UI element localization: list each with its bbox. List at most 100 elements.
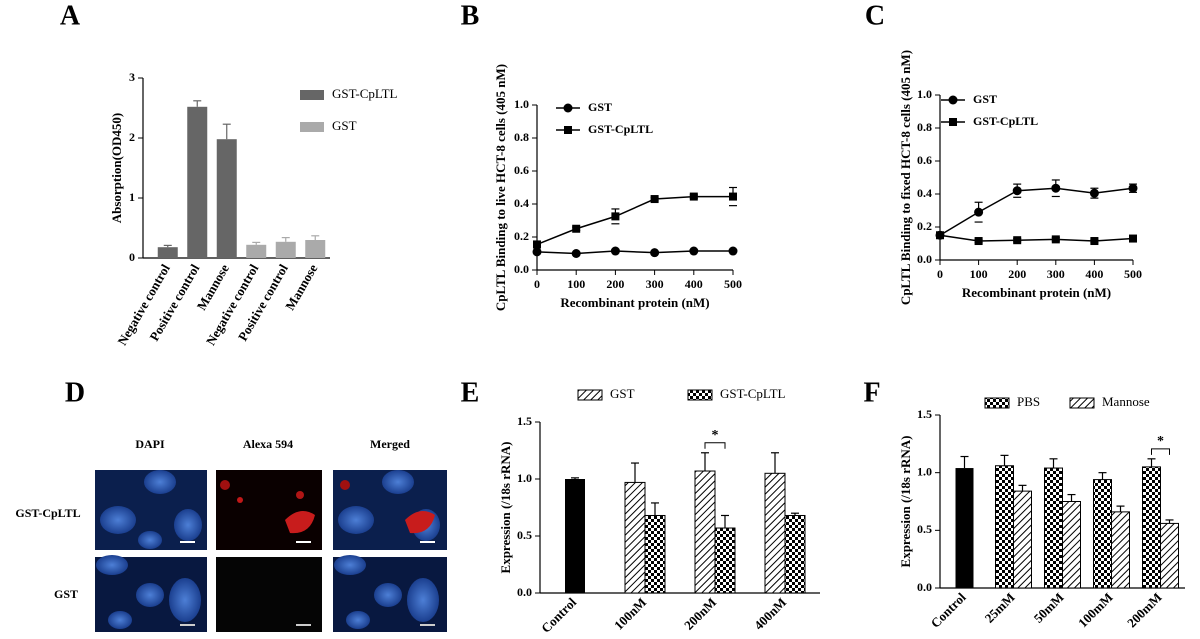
point — [689, 192, 698, 201]
legend-marker — [949, 118, 957, 126]
y-tick-label: 0.0 — [917, 580, 932, 594]
legend-label: PBS — [1017, 394, 1040, 409]
series-line — [939, 234, 1134, 242]
bar — [955, 468, 974, 588]
panel-d: D DAPI Alexa 594 Merged GST-CpLTL GST — [15, 377, 447, 632]
x-tick-label: 200 — [1008, 267, 1026, 281]
legend-label: GST-CpLTL — [973, 114, 1038, 128]
legend-swatch — [300, 90, 324, 100]
legend-label: GST-CpLTL — [332, 86, 398, 101]
y-tick-label: 1.5 — [517, 414, 532, 428]
bar — [1142, 466, 1161, 589]
point — [974, 207, 984, 217]
bar — [157, 247, 178, 258]
y-tick-label: 0.0 — [514, 262, 529, 276]
point — [1128, 183, 1138, 193]
y-tick-label: 0.8 — [917, 120, 932, 134]
bar — [784, 514, 806, 594]
point — [1051, 235, 1060, 244]
bar — [714, 527, 736, 594]
x-tick-label: 100 — [970, 267, 988, 281]
x-tick-label: 200mM — [1124, 590, 1165, 631]
x-tick-label: 400 — [1085, 267, 1103, 281]
bar — [246, 244, 267, 258]
bar — [764, 472, 786, 594]
significance-label: * — [1157, 434, 1164, 449]
bar — [275, 241, 296, 258]
column-header: Alexa 594 — [243, 437, 293, 451]
legend-label: GST — [588, 100, 612, 114]
y-tick-label: 0.6 — [514, 163, 529, 177]
point — [974, 237, 983, 246]
series-line — [536, 250, 733, 255]
point — [611, 212, 620, 221]
series-line — [536, 195, 733, 246]
point — [1012, 186, 1022, 196]
significance-label: * — [712, 428, 719, 443]
panel-letter: F — [863, 377, 880, 408]
bar — [216, 139, 237, 258]
bar — [1062, 501, 1081, 589]
legend-marker — [948, 95, 958, 105]
y-tick-label: 0.5 — [917, 522, 932, 536]
x-tick-label: 200nM — [681, 595, 719, 633]
x-tick-label: 0 — [937, 267, 943, 281]
point — [1089, 188, 1099, 198]
y-tick-label: 3 — [129, 70, 135, 84]
x-axis-label: Recombinant protein (nM) — [962, 285, 1111, 300]
row-header: GST — [54, 587, 78, 601]
bar — [1093, 479, 1112, 589]
bar — [694, 470, 716, 594]
x-tick-label: 0 — [534, 277, 540, 291]
point — [532, 247, 542, 257]
y-tick-label: 0.6 — [917, 153, 932, 167]
y-tick-label: 0.0 — [917, 252, 932, 266]
legend-marker — [563, 103, 573, 113]
y-tick-label: 0 — [129, 250, 135, 264]
point — [650, 195, 659, 204]
y-tick-label: 0.2 — [917, 219, 932, 233]
x-tick-label: 50mM — [1031, 590, 1067, 626]
bar — [1044, 467, 1063, 589]
point — [1090, 237, 1099, 246]
x-tick-label: 200 — [606, 277, 624, 291]
point — [1013, 236, 1022, 245]
legend-label: GST-CpLTL — [720, 386, 786, 401]
legend-swatch — [984, 397, 1010, 409]
bar — [995, 465, 1014, 589]
bar — [565, 479, 585, 593]
bar — [305, 240, 326, 258]
point — [689, 246, 699, 256]
bar — [624, 481, 646, 594]
panel-letter: E — [461, 377, 480, 408]
x-tick-label: 500 — [724, 277, 742, 291]
point — [571, 249, 581, 258]
y-tick-label: 0.2 — [514, 229, 529, 243]
micrograph — [216, 470, 322, 550]
legend-swatch — [300, 122, 324, 132]
bar — [1111, 511, 1130, 589]
point — [533, 240, 541, 249]
x-tick-label: 300 — [1047, 267, 1065, 281]
x-axis-label: Recombinant protein (nM) — [560, 295, 709, 310]
bar — [1160, 522, 1179, 589]
micrograph — [216, 557, 322, 632]
y-tick-label: 0.5 — [517, 528, 532, 542]
micrograph — [95, 470, 207, 550]
bar — [187, 106, 208, 258]
significance-bracket — [704, 442, 726, 449]
point — [728, 246, 738, 256]
point — [1129, 234, 1137, 243]
x-tick-label: 500 — [1124, 267, 1142, 281]
x-tick-label: Control — [538, 594, 579, 635]
x-tick-label: Control — [928, 589, 969, 630]
y-tick-label: 0.8 — [514, 130, 529, 144]
point — [572, 224, 581, 233]
y-axis-label: Expression (/18s rRNA) — [898, 436, 913, 568]
column-header: DAPI — [135, 437, 165, 451]
x-tick-label: 400 — [685, 277, 703, 291]
legend-swatch — [1069, 397, 1095, 409]
point — [729, 192, 737, 201]
legend-label: GST — [610, 386, 635, 401]
